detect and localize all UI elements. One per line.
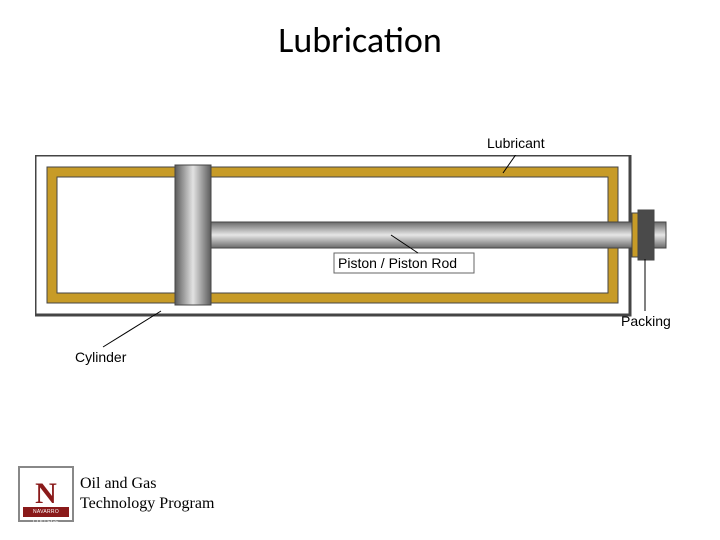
lubrication-diagram: Lubricant Piston / Piston Rod Packing Cy… <box>35 155 685 405</box>
logo-subtext: NAVARRO COLLEGE <box>23 507 69 517</box>
label-packing: Packing <box>621 313 671 329</box>
diagram-svg <box>35 155 685 405</box>
program-line-2: Technology Program <box>80 494 214 514</box>
program-name: Oil and Gas Technology Program <box>80 474 214 514</box>
college-logo: N NAVARRO COLLEGE <box>18 466 74 522</box>
footer: N NAVARRO COLLEGE Oil and Gas Technology… <box>18 466 214 522</box>
program-line-1: Oil and Gas <box>80 474 214 494</box>
logo-letter: N <box>35 479 57 509</box>
label-lubricant: Lubricant <box>487 135 545 151</box>
label-piston-rod: Piston / Piston Rod <box>338 255 457 271</box>
page-title: Lubrication <box>0 18 720 62</box>
label-cylinder: Cylinder <box>75 349 126 365</box>
